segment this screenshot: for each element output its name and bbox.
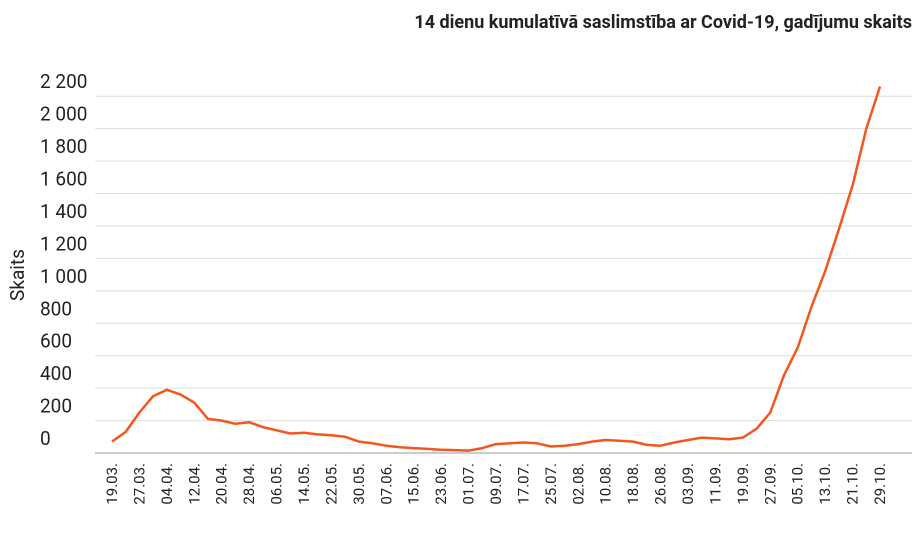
x-tick-label: 28.04.: [240, 463, 258, 505]
x-tick-label: 20.04.: [213, 463, 231, 505]
x-tick-label: 19.09.: [734, 463, 752, 505]
x-tick-label: 18.08.: [624, 463, 642, 505]
x-tick-label: 30.05.: [350, 463, 368, 505]
x-tick-label: 27.09.: [761, 463, 779, 505]
y-tick-label: 800: [40, 297, 72, 320]
y-tick-label: 400: [40, 362, 72, 385]
y-tick-label: 600: [40, 330, 72, 353]
y-tick-label: 1 800: [40, 135, 87, 158]
x-tick-label: 04.04.: [158, 463, 176, 505]
y-tick-label: 0: [40, 427, 51, 450]
y-tick-label: 1 400: [40, 200, 87, 223]
x-tick-label: 01.07.: [460, 463, 478, 505]
x-tick-label: 29.10.: [871, 463, 889, 505]
x-tick-label: 11.09.: [706, 463, 724, 505]
y-tick-label: 200: [40, 395, 72, 418]
x-tick-label: 19.03.: [103, 463, 121, 505]
x-tick-label: 07.06.: [377, 463, 395, 505]
x-tick-label: 22.05.: [322, 463, 340, 505]
x-tick-label: 26.08.: [652, 463, 670, 505]
y-tick-label: 2 000: [40, 103, 87, 126]
x-tick-label: 13.10.: [816, 463, 834, 505]
x-tick-label: 06.05.: [268, 463, 286, 505]
x-tick-label: 27.03.: [130, 463, 148, 505]
x-tick-label: 14.05.: [295, 463, 313, 505]
x-tick-label: 25.07.: [542, 463, 560, 505]
x-tick-label: 12.04.: [185, 463, 203, 505]
x-tick-label: 17.07.: [514, 463, 532, 505]
y-tick-label: 1 000: [40, 265, 87, 288]
x-tick-label: 02.08.: [569, 463, 587, 505]
x-tick-label: 09.07.: [487, 463, 505, 505]
x-tick-label: 15.06.: [405, 463, 423, 505]
line-series: [111, 86, 882, 452]
x-tick-label: 10.08.: [597, 463, 615, 505]
x-tick-label: 03.09.: [679, 463, 697, 505]
y-tick-label: 1 200: [40, 232, 87, 255]
x-tick-label: 21.10.: [844, 463, 862, 505]
y-tick-label: 2 200: [40, 70, 87, 93]
y-axis-label: Skaits: [6, 249, 29, 301]
x-tick-label: 23.06.: [432, 463, 450, 505]
chart-title: 14 dienu kumulatīvā saslimstība ar Covid…: [414, 12, 912, 33]
x-tick-label: 05.10.: [789, 463, 807, 505]
y-tick-label: 1 600: [40, 168, 87, 191]
